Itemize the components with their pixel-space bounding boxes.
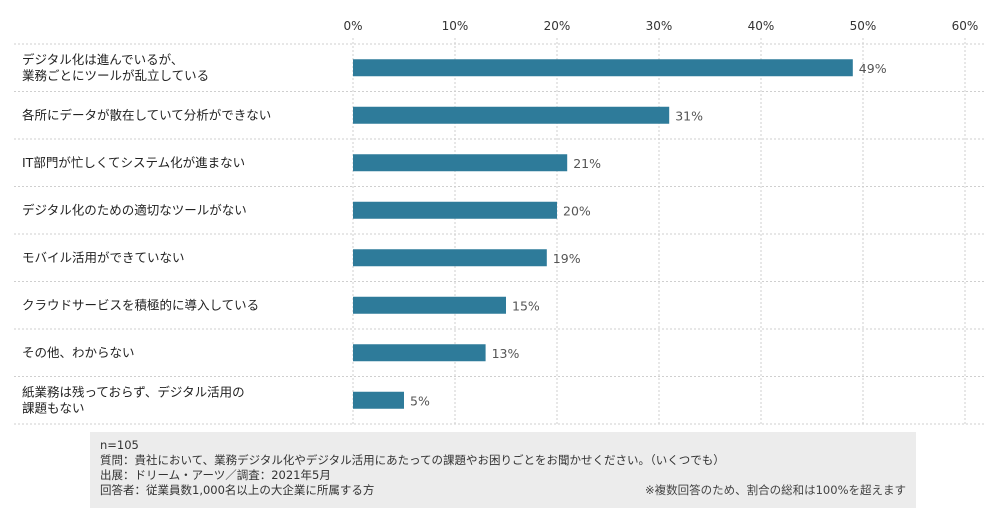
bar: [353, 249, 547, 267]
tick-label: 40%: [748, 19, 775, 33]
notes-box: n=105 質問：貴社において、業務デジタル化やデジタル活用にあたっての課題やお…: [90, 432, 916, 508]
tick-label: 50%: [850, 19, 877, 33]
data-label: 31%: [675, 108, 703, 123]
category-label: デジタル化のための適切なツールがない: [22, 202, 247, 217]
bar: [353, 59, 853, 77]
category-label-line: デジタル化は進んでいるが、: [22, 52, 183, 67]
data-label: 49%: [859, 61, 887, 76]
category-label: モバイル活用ができていない: [22, 250, 185, 265]
bar: [353, 296, 506, 314]
category-label-line: 課題もない: [22, 400, 85, 415]
bar: [353, 106, 670, 124]
tick-label: 60%: [952, 19, 979, 33]
bar: [353, 391, 404, 409]
data-label: 21%: [573, 156, 601, 171]
bar: [353, 344, 486, 362]
category-label-line: デジタル化のための適切なツールがない: [22, 202, 247, 217]
category-label: デジタル化は進んでいるが、業務ごとにツールが乱立している: [22, 52, 209, 83]
bar-chart: 0% 10% 20% 30% 40% 50% 60% 49% デジタル化は進んでいるが、業務ごと…: [14, 19, 985, 425]
category-label: IT部門が忙しくてシステム化が進まない: [22, 155, 245, 170]
category-label-line: クラウドサービスを積極的に導入している: [22, 297, 259, 312]
data-label: 13%: [492, 346, 520, 361]
respondents-text: 回答者：従業員数1,000名以上の大企業に所属する方: [100, 483, 375, 497]
sample-size: n=105: [100, 438, 139, 452]
category-label: 紙業務は残っておらず、デジタル活用の課題もない: [22, 384, 245, 415]
tick-label: 0%: [343, 19, 362, 33]
bar: [353, 201, 557, 219]
category-label-line: その他、わからない: [22, 345, 135, 360]
data-label: 5%: [410, 393, 430, 408]
category-label-line: 業務ごとにツールが乱立している: [22, 68, 209, 83]
category-label: 各所にデータが散在していて分析ができない: [22, 107, 271, 122]
tick-label: 30%: [646, 19, 673, 33]
data-label: 15%: [512, 298, 540, 313]
category-label-line: 紙業務は残っておらず、デジタル活用の: [22, 384, 245, 399]
category-label: クラウドサービスを積極的に導入している: [22, 297, 259, 312]
source-text: 出展：ドリーム・アーツ／調査：2021年5月: [100, 468, 331, 482]
category-label-line: IT部門が忙しくてシステム化が進まない: [22, 155, 245, 170]
tick-label: 10%: [442, 19, 469, 33]
category-label-line: モバイル活用ができていない: [22, 250, 185, 265]
remark-text: ※複数回答のため、割合の総和は100%を超えます: [644, 483, 906, 497]
category-label-line: 各所にデータが散在していて分析ができない: [22, 107, 271, 122]
category-label: その他、わからない: [22, 345, 135, 360]
tick-label: 20%: [544, 19, 571, 33]
data-label: 20%: [563, 203, 591, 218]
question-text: 質問：貴社において、業務デジタル化やデジタル活用にあたっての課題やお困りごとをお…: [100, 453, 725, 467]
bar: [353, 154, 568, 172]
data-label: 19%: [553, 251, 581, 266]
